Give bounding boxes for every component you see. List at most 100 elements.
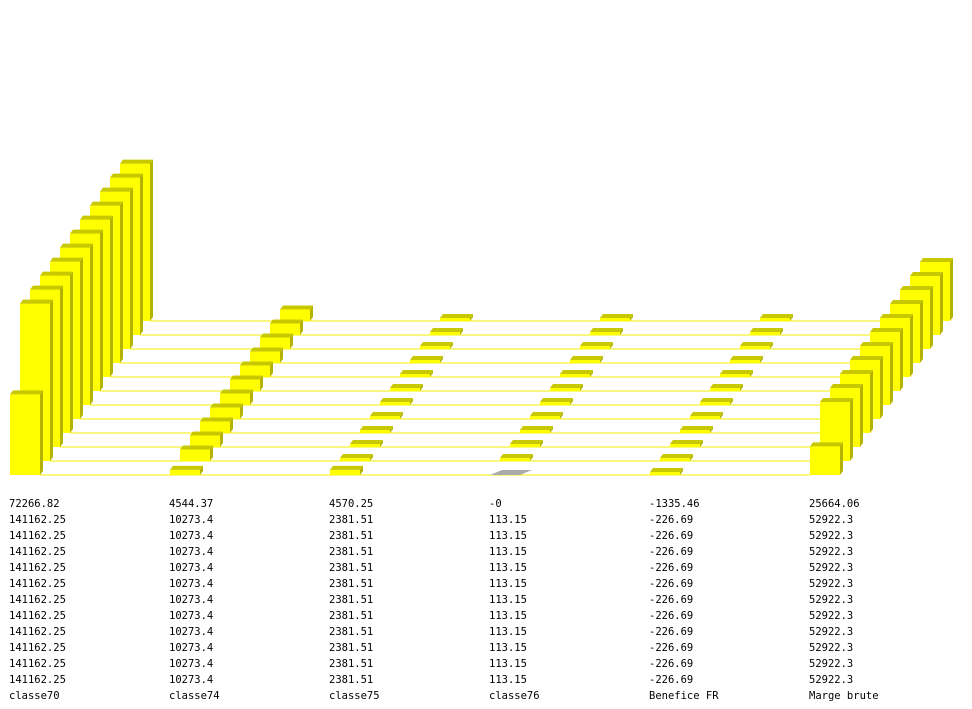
bar-top bbox=[410, 356, 443, 360]
value-label: 141162.25 bbox=[9, 610, 66, 622]
bar-side bbox=[260, 375, 263, 391]
bar-front bbox=[650, 472, 680, 475]
bar-top bbox=[200, 417, 233, 422]
bar-top bbox=[850, 355, 883, 360]
value-label: 10273.4 bbox=[169, 674, 213, 686]
category-label: classe76 bbox=[489, 690, 540, 702]
bar-front bbox=[500, 458, 530, 461]
bar-side bbox=[610, 342, 613, 349]
bar-top bbox=[40, 271, 73, 276]
bar-top bbox=[920, 257, 953, 262]
bar-4-7 bbox=[720, 370, 753, 377]
bar-front bbox=[200, 421, 230, 433]
bar-top bbox=[540, 398, 573, 402]
bar-side bbox=[380, 440, 383, 447]
bar-2-0 bbox=[330, 465, 363, 475]
bar-front bbox=[420, 346, 450, 349]
bar-2-7 bbox=[400, 370, 433, 377]
bar-side bbox=[270, 361, 273, 377]
bar-front bbox=[750, 332, 780, 335]
bar-side bbox=[560, 412, 563, 419]
bar-front bbox=[690, 416, 720, 419]
value-label: -226.69 bbox=[649, 642, 693, 654]
value-label: 10273.4 bbox=[169, 562, 213, 574]
value-label: 113.15 bbox=[489, 658, 527, 670]
bar-side bbox=[50, 299, 53, 461]
bar-top bbox=[260, 333, 293, 338]
bar-side bbox=[130, 187, 133, 349]
bar-top bbox=[50, 257, 83, 262]
value-label: 10273.4 bbox=[169, 658, 213, 670]
bar-front bbox=[730, 360, 760, 363]
bar-top bbox=[910, 271, 943, 276]
value-label: -226.69 bbox=[649, 658, 693, 670]
bar-top bbox=[240, 361, 273, 366]
value-label: 52922.3 bbox=[809, 594, 853, 606]
value-labels: 72266.82 4544.37 4570.25 -0 -1335.46 25664.06… bbox=[9, 498, 860, 686]
bar-side bbox=[230, 417, 233, 433]
bar-side bbox=[60, 285, 63, 447]
bar-2-1 bbox=[340, 454, 373, 461]
bar-2-6 bbox=[390, 384, 423, 391]
bar-front bbox=[590, 332, 620, 335]
value-label: 141162.25 bbox=[9, 546, 66, 558]
bar-top bbox=[600, 314, 633, 318]
value-label: -226.69 bbox=[649, 594, 693, 606]
value-label: -0 bbox=[489, 498, 502, 510]
bar-side bbox=[240, 403, 243, 419]
bar-side bbox=[770, 342, 773, 349]
value-label: 52922.3 bbox=[809, 546, 853, 558]
value-label: -226.69 bbox=[649, 610, 693, 622]
category-label: classe70 bbox=[9, 690, 60, 702]
bar-top bbox=[340, 454, 373, 458]
bar-1-6 bbox=[230, 375, 263, 391]
bar-front bbox=[700, 402, 730, 405]
bar-side bbox=[310, 305, 313, 321]
bar-top bbox=[190, 431, 223, 436]
bar-2-5 bbox=[380, 398, 413, 405]
bar-top bbox=[230, 375, 263, 380]
bar-top bbox=[500, 454, 533, 458]
value-label: 113.15 bbox=[489, 530, 527, 542]
bar-top bbox=[710, 384, 743, 388]
bar-front bbox=[220, 393, 250, 405]
bar-top bbox=[350, 440, 383, 444]
bar-front bbox=[810, 446, 840, 475]
bar-2-9 bbox=[420, 342, 453, 349]
bar-top bbox=[720, 370, 753, 374]
bar-front bbox=[710, 388, 740, 391]
value-label: 141162.25 bbox=[9, 642, 66, 654]
bar-2-3 bbox=[360, 426, 393, 433]
bar-top bbox=[70, 229, 103, 234]
value-label: 52922.3 bbox=[809, 626, 853, 638]
bar-4-3 bbox=[680, 426, 713, 433]
bar-front bbox=[400, 374, 430, 377]
bar-side bbox=[360, 465, 363, 475]
bar-0-0 bbox=[10, 390, 43, 475]
value-label: 141162.25 bbox=[9, 594, 66, 606]
bar-side bbox=[280, 347, 283, 363]
bar-3-6 bbox=[550, 384, 583, 391]
value-label: 141162.25 bbox=[9, 562, 66, 574]
value-label: -226.69 bbox=[649, 530, 693, 542]
bar-side bbox=[470, 314, 473, 321]
value-label: -226.69 bbox=[649, 546, 693, 558]
bar-top bbox=[680, 426, 713, 430]
bar-side bbox=[300, 319, 303, 335]
bar-side bbox=[620, 328, 623, 335]
value-label: 52922.3 bbox=[809, 658, 853, 670]
bar-top bbox=[690, 412, 723, 416]
bar-2-2 bbox=[350, 440, 383, 447]
bar-side bbox=[630, 314, 633, 321]
bar-side bbox=[690, 454, 693, 461]
bar-side bbox=[860, 383, 863, 447]
bar-top bbox=[440, 314, 473, 318]
value-label: -1335.46 bbox=[649, 498, 700, 510]
value-label: -226.69 bbox=[649, 578, 693, 590]
value-label: 52922.3 bbox=[809, 578, 853, 590]
bar-side bbox=[900, 327, 903, 391]
bar-side bbox=[420, 384, 423, 391]
bar-3-0 bbox=[490, 470, 532, 475]
value-label: -226.69 bbox=[649, 562, 693, 574]
